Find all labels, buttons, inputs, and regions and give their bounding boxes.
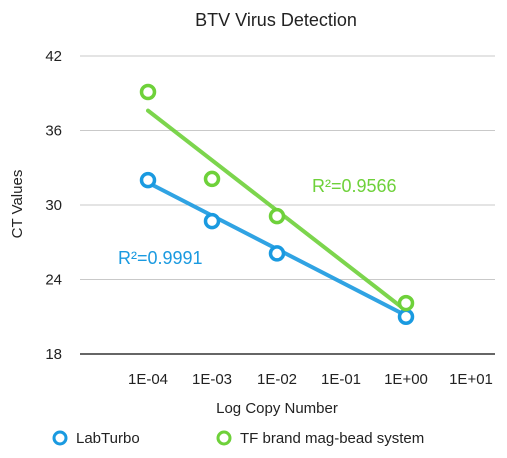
legend: LabTurbo TF brand mag-bead system [52,430,424,447]
data-point [139,83,157,101]
r2-labels: R²=0.9991 R²=0.9566 [118,176,397,268]
legend-label: LabTurbo [76,430,140,447]
legend-marker [52,430,68,446]
data-point [203,170,221,188]
x-axis-title: Log Copy Number [216,400,338,417]
chart-title: BTV Virus Detection [195,10,357,30]
y-tick-label: 42 [45,48,62,65]
y-tick-label: 24 [45,272,62,289]
y-tick-label: 18 [45,346,62,363]
r2-label: R²=0.9566 [312,176,397,196]
legend-label: TF brand mag-bead system [240,430,424,447]
y-tick-labels: 18 24 30 36 42 [45,48,62,363]
data-point [203,212,221,230]
gridlines [80,55,495,355]
legend-marker [216,430,232,446]
y-tick-label: 36 [45,123,62,140]
x-tick-label: 1E+00 [384,371,428,388]
data-point [397,308,415,325]
x-tick-label: 1E+01 [449,371,493,388]
x-tick-label: 1E-03 [192,371,232,388]
y-axis-title: CT Values [9,170,26,239]
x-tick-label: 1E-01 [321,371,361,388]
data-point [397,294,415,312]
y-tick-label: 30 [45,197,62,214]
x-tick-labels: 1E-04 1E-03 1E-02 1E-01 1E+00 1E+01 [128,371,493,388]
data-point [268,245,286,262]
data-point [268,207,286,225]
data-point [139,171,157,189]
r2-label: R²=0.9991 [118,248,203,268]
x-tick-label: 1E-02 [257,371,297,388]
x-tick-label: 1E-04 [128,371,168,388]
data-points [139,83,415,325]
